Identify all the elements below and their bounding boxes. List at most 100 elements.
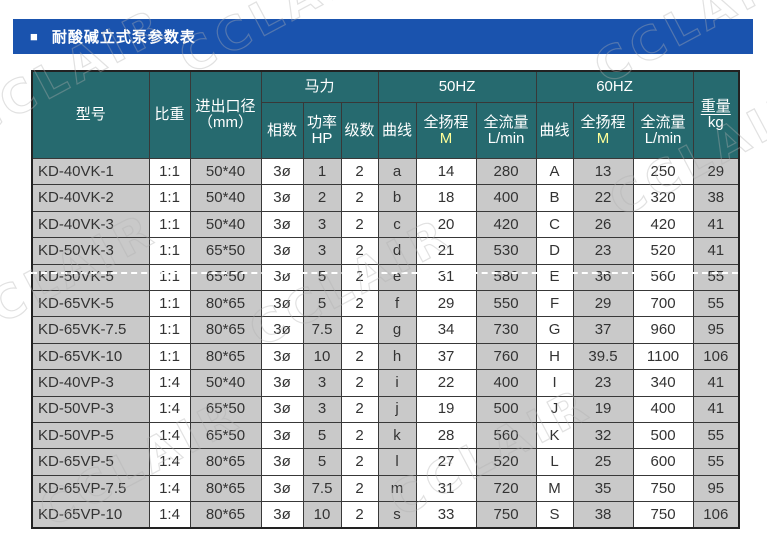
cell-head-m-50hz: 29 — [415, 289, 477, 318]
cell-curve-60hz: K — [535, 421, 574, 450]
cell-phases: 3ø — [260, 263, 304, 291]
cell-flow-lmin-50hz: 550 — [475, 289, 537, 318]
cell-head-m-50hz: 21 — [415, 237, 477, 265]
cell-phases: 3ø — [260, 342, 304, 371]
cell-curve-50hz: a — [377, 157, 417, 186]
cell-curve-60hz: J — [535, 395, 574, 423]
cell-model: KD-65VP-7.5 — [31, 474, 150, 503]
cell-head-m-50hz: 20 — [415, 210, 477, 239]
cell-curve-60hz: E — [535, 263, 574, 291]
cell-phases: 3ø — [260, 184, 304, 212]
col-header-phases: 相数 — [260, 102, 304, 159]
group-header-60hz: 60HZ — [535, 70, 694, 103]
cell-head-m-60hz: 25 — [572, 448, 634, 476]
cell-gravity: 1:1 — [148, 342, 191, 371]
cell-flow-lmin-60hz: 750 — [632, 501, 694, 529]
cell-head-m-60hz: 22 — [572, 184, 634, 212]
cell-diameter: 80*65 — [189, 289, 262, 318]
cell-stages: 2 — [340, 395, 379, 423]
col-header-flow-60hz: 全流量 L/min — [632, 102, 694, 159]
cell-weight-kg: 41 — [692, 369, 740, 397]
cell-diameter: 80*65 — [189, 316, 262, 344]
cell-stages: 2 — [340, 210, 379, 239]
table-row: KD-50VP-3 1:4 65*50 3ø 3 2 j 19 500 J 19 400 41 — [31, 395, 740, 423]
cell-head-m-50hz: 31 — [415, 263, 477, 291]
cell-power-hp: 3 — [302, 210, 342, 239]
cell-flow-lmin-60hz: 560 — [632, 263, 694, 291]
cell-weight-kg: 106 — [692, 342, 740, 371]
page-title: 耐酸碱立式泵参数表 — [51, 29, 196, 46]
col-header-flow-50hz: 全流量 L/min — [475, 102, 537, 159]
cell-head-m-50hz: 18 — [415, 184, 477, 212]
cell-diameter: 65*50 — [189, 395, 262, 423]
cell-model: KD-40VK-1 — [31, 157, 150, 186]
flow-unit: L/min — [487, 129, 525, 147]
cell-phases: 3ø — [260, 501, 304, 529]
cell-power-hp: 3 — [302, 369, 342, 397]
cell-phases: 3ø — [260, 237, 304, 265]
cell-phases: 3ø — [260, 316, 304, 344]
table-row: KD-65VP-7.5 1:4 80*65 3ø 7.5 2 m 31 720 M 35 750 95 — [31, 474, 740, 503]
cell-curve-50hz: k — [377, 421, 417, 450]
cell-head-m-60hz: 19 — [572, 395, 634, 423]
cell-power-hp: 10 — [302, 501, 342, 529]
cell-model: KD-65VP-10 — [31, 501, 150, 529]
cell-diameter: 80*65 — [189, 448, 262, 476]
cell-gravity: 1:1 — [148, 157, 191, 186]
head-unit: M — [439, 129, 453, 147]
table-row: KD-65VP-5 1:4 80*65 3ø 5 2 l 27 520 L 25 600 55 — [31, 448, 740, 476]
cell-curve-60hz: G — [535, 316, 574, 344]
cell-curve-50hz: l — [377, 448, 417, 476]
cell-diameter: 80*65 — [189, 342, 262, 371]
cell-weight-kg: 55 — [692, 448, 740, 476]
cell-curve-60hz: M — [535, 474, 574, 503]
cell-flow-lmin-50hz: 400 — [475, 184, 537, 212]
cell-flow-lmin-50hz: 720 — [475, 474, 537, 503]
cell-stages: 2 — [340, 448, 379, 476]
cell-gravity: 1:1 — [148, 316, 191, 344]
cell-model: KD-40VP-3 — [31, 369, 150, 397]
cell-weight-kg: 55 — [692, 263, 740, 291]
cell-flow-lmin-60hz: 420 — [632, 210, 694, 239]
weight-label: 重量 — [700, 98, 731, 116]
cell-power-hp: 2 — [302, 184, 342, 212]
cell-power-hp: 1 — [302, 157, 342, 186]
cell-stages: 2 — [340, 237, 379, 265]
cell-gravity: 1:4 — [148, 501, 191, 529]
cell-gravity: 1:1 — [148, 263, 191, 291]
cell-stages: 2 — [340, 421, 379, 450]
cell-curve-60hz: S — [535, 501, 574, 529]
cell-gravity: 1:4 — [148, 448, 191, 476]
title-banner: ■ 耐酸碱立式泵参数表 — [13, 19, 753, 54]
cell-model: KD-40VK-3 — [31, 210, 150, 239]
cell-phases: 3ø — [260, 157, 304, 186]
cell-stages: 2 — [340, 342, 379, 371]
cell-power-hp: 7.5 — [302, 474, 342, 503]
cell-weight-kg: 41 — [692, 210, 740, 239]
group-header-horsepower: 马力 — [260, 70, 379, 103]
cell-weight-kg: 38 — [692, 184, 740, 212]
cell-gravity: 1:1 — [148, 237, 191, 265]
cell-flow-lmin-60hz: 250 — [632, 157, 694, 186]
cell-diameter: 50*40 — [189, 157, 262, 186]
cell-stages: 2 — [340, 289, 379, 318]
cell-gravity: 1:4 — [148, 421, 191, 450]
cell-flow-lmin-50hz: 580 — [475, 263, 537, 291]
cell-gravity: 1:4 — [148, 395, 191, 423]
table-row: KD-65VK-10 1:1 80*65 3ø 10 2 h 37 760 H 39.5 1100 10… — [31, 342, 740, 371]
cell-flow-lmin-60hz: 400 — [632, 395, 694, 423]
cell-curve-60hz: I — [535, 369, 574, 397]
table-row: KD-40VP-3 1:4 50*40 3ø 3 2 i 22 400 I 23 340 41 — [31, 369, 740, 397]
cell-curve-60hz: A — [535, 157, 574, 186]
cell-curve-50hz: j — [377, 395, 417, 423]
cell-phases: 3ø — [260, 421, 304, 450]
cell-flow-lmin-50hz: 420 — [475, 210, 537, 239]
cell-flow-lmin-60hz: 520 — [632, 237, 694, 265]
cell-curve-50hz: s — [377, 501, 417, 529]
cell-weight-kg: 55 — [692, 289, 740, 318]
diameter-unit: （mm） — [198, 114, 253, 131]
cell-flow-lmin-60hz: 1100 — [632, 342, 694, 371]
cell-phases: 3ø — [260, 289, 304, 318]
cell-power-hp: 5 — [302, 448, 342, 476]
cell-power-hp: 3 — [302, 237, 342, 265]
